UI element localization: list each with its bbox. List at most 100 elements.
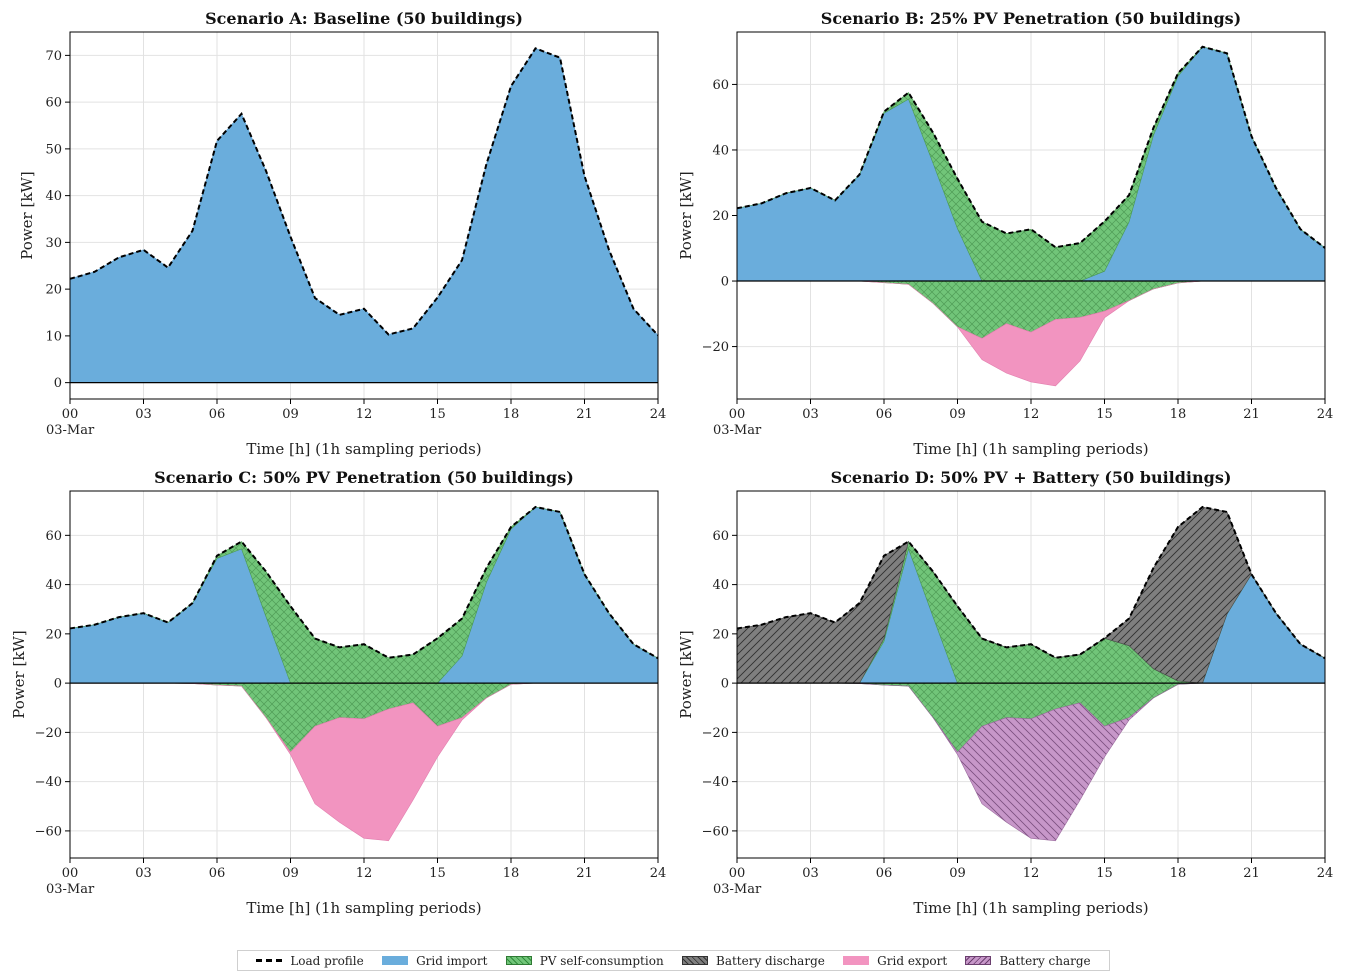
x-tick-label: 03 bbox=[135, 866, 152, 881]
legend-swatch-battery-discharge bbox=[682, 956, 708, 965]
y-axis-label: Power [kW] bbox=[677, 171, 695, 259]
load-profile-line bbox=[736, 505, 1326, 660]
y-tick-label: 0 bbox=[54, 376, 62, 391]
legend-label-grid-export: Grid export bbox=[877, 953, 948, 968]
x-date-label: 03-Mar bbox=[46, 423, 95, 438]
y-tick-label: 40 bbox=[712, 578, 729, 593]
x-tick-label: 00 bbox=[62, 407, 79, 422]
x-tick-label: 18 bbox=[503, 407, 520, 422]
legend-swatch-grid-export bbox=[843, 956, 870, 965]
legend-label-grid-import: Grid import bbox=[416, 953, 488, 968]
x-tick-label: 21 bbox=[1243, 866, 1260, 881]
x-axis-label: Time [h] (1h sampling periods) bbox=[913, 440, 1148, 458]
area-negative-pv-self bbox=[737, 280, 1325, 339]
x-tick-label: 06 bbox=[209, 866, 226, 881]
x-axis-label: Time [h] (1h sampling periods) bbox=[246, 440, 481, 458]
legend-item-pv-self: PV self-consumption bbox=[505, 953, 664, 968]
legend-label-battery-charge: Battery charge bbox=[999, 953, 1091, 968]
x-tick-label: 18 bbox=[503, 866, 520, 881]
x-tick-label: 21 bbox=[576, 866, 593, 881]
y-tick-label: 60 bbox=[712, 529, 729, 544]
y-tick-label: −40 bbox=[702, 775, 729, 790]
legend-swatch-load bbox=[256, 959, 283, 962]
y-tick-label: −40 bbox=[35, 775, 62, 790]
load-profile-line bbox=[69, 47, 659, 337]
area-negative-grid-export bbox=[737, 280, 1325, 387]
y-tick-label: 60 bbox=[712, 78, 729, 93]
y-tick-label: 40 bbox=[45, 578, 62, 593]
x-tick-label: 12 bbox=[356, 866, 373, 881]
load-profile-line bbox=[69, 505, 659, 660]
x-tick-label: 03 bbox=[135, 407, 152, 422]
x-tick-label: 18 bbox=[1170, 866, 1187, 881]
y-tick-label: 0 bbox=[54, 677, 62, 692]
y-tick-label: 20 bbox=[712, 627, 729, 642]
y-tick-label: 0 bbox=[721, 677, 729, 692]
chart-panel-3: 00 03 06 09 12 15 18 21 24 03-Mar −60 −40 −20 0 20 40 60… bbox=[677, 468, 1333, 917]
x-axis-label: Time [h] (1h sampling periods) bbox=[246, 899, 481, 917]
x-tick-label: 12 bbox=[356, 407, 373, 422]
x-tick-label: 09 bbox=[282, 407, 299, 422]
x-tick-label: 00 bbox=[729, 866, 746, 881]
area-negative-bat-charge bbox=[737, 682, 1325, 842]
chart-title: Scenario B: 25% PV Penetration (50 build… bbox=[821, 9, 1241, 28]
legend-swatch-battery-charge bbox=[965, 956, 992, 965]
legend: Load profile Grid import PV self-consump… bbox=[237, 950, 1110, 971]
x-tick-label: 24 bbox=[650, 866, 667, 881]
y-tick-label: 20 bbox=[712, 209, 729, 224]
x-tick-label: 15 bbox=[1096, 866, 1113, 881]
x-tick-label: 00 bbox=[729, 407, 746, 422]
y-tick-label: −60 bbox=[702, 824, 729, 839]
legend-item-load: Load profile bbox=[256, 953, 364, 968]
y-axis-label: Power [kW] bbox=[677, 630, 695, 718]
area-negative-grid-export bbox=[70, 682, 658, 842]
y-tick-label: 60 bbox=[45, 96, 62, 111]
figure: 00 03 06 09 12 15 18 21 2403-Mar010203040506070T… bbox=[10, 9, 1333, 917]
y-tick-label: 0 bbox=[721, 275, 729, 290]
x-axis-label: Time [h] (1h sampling periods) bbox=[913, 899, 1148, 917]
chart-title: Scenario C: 50% PV Penetration (50 build… bbox=[154, 468, 574, 487]
chart-panel-0: 00 03 06 09 12 15 18 21 24 03-Mar 0 10 20 30 40 50 60 70 T… bbox=[18, 9, 666, 458]
x-tick-label: 09 bbox=[282, 866, 299, 881]
chart-title: Scenario A: Baseline (50 buildings) bbox=[205, 9, 523, 28]
x-tick-label: 12 bbox=[1023, 407, 1040, 422]
legend-item-grid-import: Grid import bbox=[382, 954, 487, 968]
x-tick-label: 24 bbox=[650, 407, 667, 422]
x-date-label: 03-Mar bbox=[46, 882, 95, 897]
y-tick-label: 30 bbox=[45, 236, 62, 251]
y-tick-label: −20 bbox=[35, 726, 62, 741]
y-tick-label: 40 bbox=[45, 189, 62, 204]
load-profile-line bbox=[736, 45, 1326, 249]
x-tick-label: 21 bbox=[1243, 407, 1260, 422]
x-tick-label: 06 bbox=[876, 866, 893, 881]
chart-title: Scenario D: 50% PV + Battery (50 buildin… bbox=[831, 468, 1232, 487]
x-tick-label: 03 bbox=[802, 407, 819, 422]
x-tick-label: 18 bbox=[1170, 407, 1187, 422]
legend-item-battery-discharge: Battery discharge bbox=[682, 954, 825, 968]
y-tick-label: −60 bbox=[35, 824, 62, 839]
y-tick-label: 50 bbox=[45, 142, 62, 157]
x-tick-label: 15 bbox=[429, 407, 446, 422]
x-tick-label: 15 bbox=[429, 866, 446, 881]
y-tick-label: 70 bbox=[45, 49, 62, 64]
y-tick-label: −20 bbox=[702, 340, 729, 355]
y-axis-label: Power [kW] bbox=[18, 171, 36, 259]
y-axis-label: Power [kW] bbox=[10, 630, 28, 718]
x-tick-label: 12 bbox=[1023, 866, 1040, 881]
x-tick-label: 15 bbox=[1096, 407, 1113, 422]
legend-item-grid-export: Grid export bbox=[843, 954, 947, 968]
legend-swatch-pv-self bbox=[505, 956, 532, 965]
x-tick-label: 09 bbox=[949, 866, 966, 881]
x-tick-label: 24 bbox=[1317, 407, 1334, 422]
y-tick-label: 20 bbox=[45, 627, 62, 642]
x-tick-label: 06 bbox=[209, 407, 226, 422]
y-tick-label: 10 bbox=[45, 329, 62, 344]
chart-panel-1: 00 03 06 09 12 15 18 21 24 03-Mar −20 0 20 40 60 Time [… bbox=[677, 9, 1333, 458]
x-tick-label: 00 bbox=[62, 866, 79, 881]
x-date-label: 03-Mar bbox=[713, 423, 762, 438]
legend-label-load: Load profile bbox=[290, 953, 364, 968]
x-tick-label: 03 bbox=[802, 866, 819, 881]
legend-label-pv-self: PV self-consumption bbox=[539, 953, 664, 968]
y-tick-label: −20 bbox=[702, 726, 729, 741]
x-tick-label: 06 bbox=[876, 407, 893, 422]
